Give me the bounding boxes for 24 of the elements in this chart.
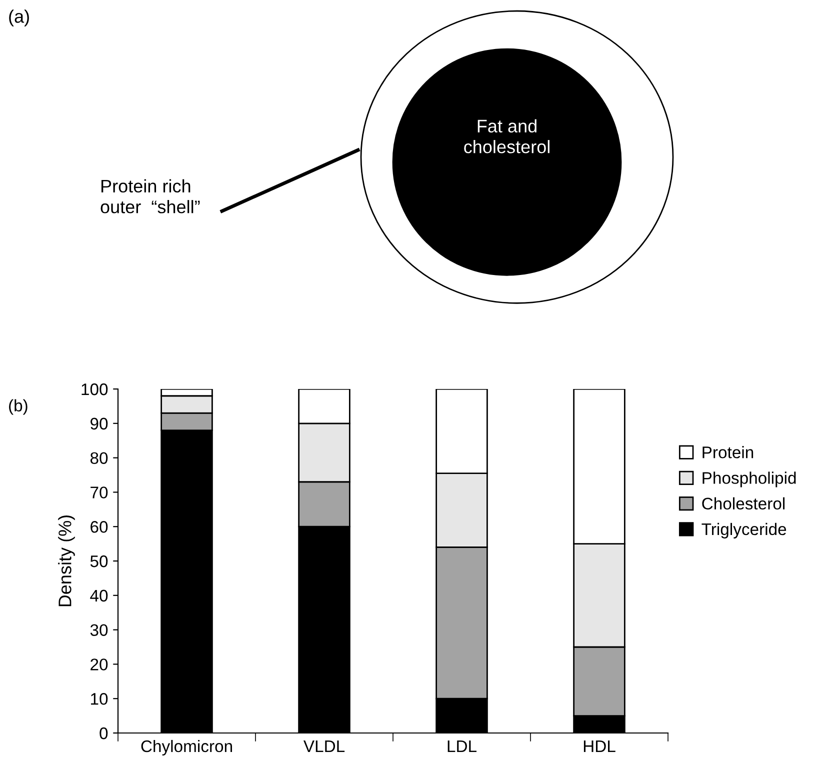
- y-tick-label: 30: [90, 624, 108, 636]
- text: (a): [9, 10, 29, 26]
- x-tick-label: LDL: [448, 740, 476, 752]
- legend-label: Protein: [702, 446, 754, 458]
- y-tick-label: 80: [90, 452, 108, 464]
- y-tick-label: 70: [90, 486, 108, 498]
- y-tick-label: 100: [82, 383, 108, 396]
- y-tick-label: 60: [90, 521, 108, 533]
- y-tick-label: 20: [90, 658, 108, 670]
- legend-label: Triglyceride: [702, 522, 786, 538]
- y-tick-label: 40: [90, 590, 108, 602]
- text: Protein rich outer “shell”: [100, 179, 200, 214]
- x-tick-label: HDL: [584, 740, 616, 752]
- x-tick-label: VLDL: [303, 740, 345, 752]
- y-tick-label: 90: [90, 418, 108, 430]
- y-axis-title: Density (%): [58, 515, 75, 606]
- text: Fat and cholesterol: [464, 119, 550, 154]
- x-tick-label: Chylomicron: [141, 740, 232, 756]
- y-tick-label: 10: [91, 693, 108, 705]
- text: (b): [9, 399, 28, 415]
- legend-label: Cholesterol: [702, 497, 785, 510]
- y-tick-label: 0: [100, 727, 108, 740]
- legend-label: Phospholipid: [702, 472, 796, 488]
- y-tick-label: 50: [90, 555, 108, 568]
